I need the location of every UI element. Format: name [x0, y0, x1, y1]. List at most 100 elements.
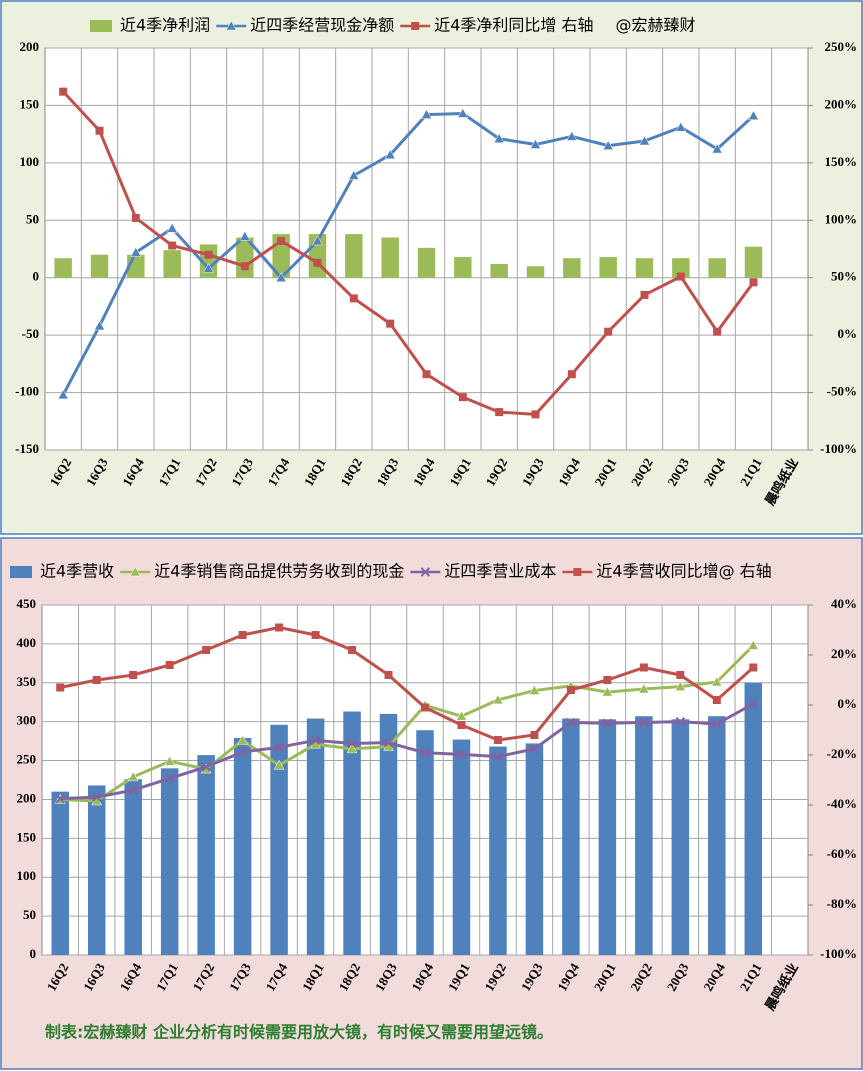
- bar: [306, 718, 325, 955]
- point-marker: [275, 623, 284, 632]
- y2-tick-label: -100%: [820, 441, 857, 456]
- y-tick-label: 0: [33, 269, 40, 284]
- y2-tick-label: -80%: [827, 896, 857, 911]
- point-marker: [164, 773, 175, 784]
- point-marker: [639, 717, 649, 728]
- point-marker: [711, 143, 723, 154]
- point-marker: [675, 716, 686, 727]
- legend-label: 近4季营收同比增@ 右轴: [596, 562, 771, 581]
- point-marker: [313, 258, 322, 267]
- bar: [54, 258, 72, 278]
- bar: [381, 237, 399, 278]
- point-marker: [311, 631, 320, 639]
- series-line: [59, 626, 755, 742]
- point-marker: [638, 683, 650, 694]
- legend-marker: [129, 566, 141, 577]
- point-marker: [273, 759, 285, 770]
- bar: [270, 724, 288, 955]
- y-tick-label: 400: [17, 635, 37, 650]
- y-tick-label: 150: [20, 96, 40, 111]
- point-marker: [384, 149, 396, 160]
- y2-tick-label: 100%: [825, 211, 858, 226]
- point-marker: [59, 87, 68, 96]
- bar: [90, 254, 109, 278]
- bar: [744, 682, 763, 955]
- legend-note: @宏赫臻财: [615, 16, 695, 35]
- point-marker: [386, 319, 395, 328]
- y2-tick-label: 250%: [825, 39, 858, 54]
- point-marker: [168, 241, 177, 250]
- bar: [452, 739, 471, 955]
- point-marker: [164, 755, 176, 766]
- y-tick-label: 200: [20, 39, 40, 54]
- y2-tick-label: 20%: [831, 646, 857, 661]
- point-marker: [238, 631, 247, 639]
- point-marker: [274, 742, 284, 753]
- point-marker: [711, 676, 723, 687]
- series-line: [61, 111, 755, 396]
- series-line: [60, 702, 755, 801]
- point-marker: [346, 743, 358, 754]
- bar: [599, 257, 617, 278]
- point-marker: [130, 246, 142, 257]
- point-marker: [492, 694, 504, 705]
- legend-label: 近4季营收: [40, 562, 114, 581]
- bar: [124, 779, 142, 955]
- point-marker: [458, 393, 467, 402]
- series-line: [62, 90, 755, 416]
- y-tick-label: 100: [20, 154, 40, 169]
- bar: [197, 755, 215, 955]
- point-marker: [92, 792, 102, 802]
- point-marker: [312, 235, 323, 246]
- point-marker: [493, 736, 502, 744]
- point-marker: [166, 222, 178, 233]
- point-marker: [237, 747, 248, 757]
- bar: [562, 718, 580, 955]
- point-marker: [530, 731, 539, 739]
- point-marker: [129, 671, 138, 679]
- y2-tick-label: 150%: [825, 154, 858, 169]
- point-marker: [567, 370, 576, 379]
- point-marker: [495, 408, 504, 417]
- point-marker: [712, 696, 721, 704]
- point-marker: [531, 410, 540, 419]
- bar: [526, 266, 545, 278]
- point-marker: [240, 262, 249, 271]
- legend-marker: [420, 567, 431, 577]
- bar: [708, 716, 726, 955]
- point-marker: [203, 263, 214, 273]
- point-marker: [128, 785, 138, 795]
- point-marker: [530, 138, 541, 149]
- point-marker: [201, 762, 211, 772]
- y2-tick-label: -50%: [827, 384, 857, 399]
- point-marker: [529, 685, 540, 695]
- point-marker: [349, 294, 358, 303]
- point-marker: [95, 126, 104, 135]
- point-marker: [421, 109, 432, 119]
- y-tick-label: 200: [17, 790, 37, 805]
- point-marker: [348, 169, 360, 180]
- y2-tick-label: -60%: [827, 846, 857, 861]
- bar: [708, 258, 726, 278]
- y2-tick-label: -40%: [827, 796, 857, 811]
- bar: [163, 250, 181, 278]
- point-marker: [457, 107, 469, 118]
- bar: [51, 791, 69, 955]
- point-marker: [457, 721, 466, 729]
- legend-swatch: [90, 20, 112, 32]
- point-marker: [604, 327, 613, 336]
- bar: [379, 713, 398, 955]
- bar: [744, 246, 763, 278]
- point-marker: [275, 272, 287, 282]
- bar: [672, 258, 690, 278]
- point-marker: [383, 737, 394, 748]
- point-marker: [493, 751, 503, 762]
- point-marker: [749, 663, 758, 672]
- legend-label: 近4季净利同比增 右轴: [434, 16, 593, 35]
- legend-marker: [225, 20, 237, 31]
- legend-label: 近4季销售商品提供劳务收到的现金: [154, 562, 404, 581]
- bar: [635, 716, 653, 955]
- point-marker: [639, 663, 648, 672]
- bar: [233, 738, 252, 955]
